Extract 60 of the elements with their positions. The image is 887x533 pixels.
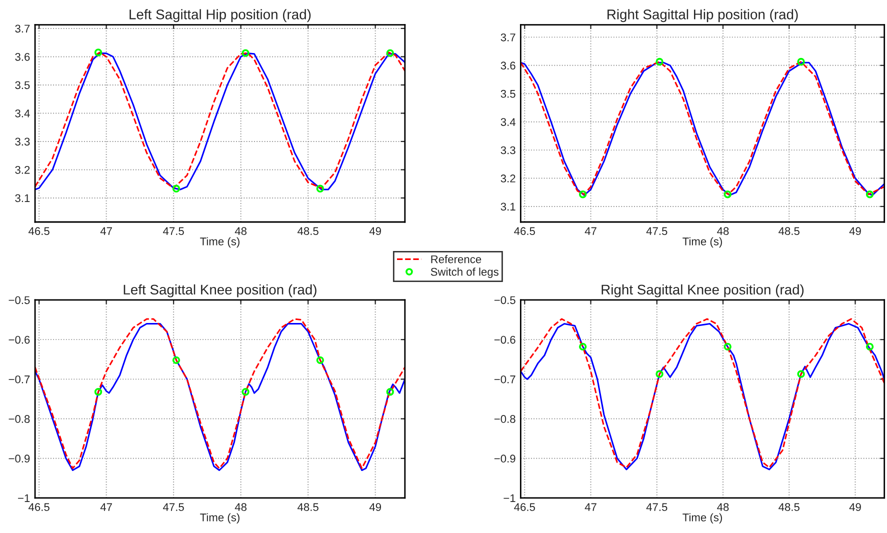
x-axis-title: Time (s) bbox=[682, 513, 722, 524]
x-tick-label: 47.5 bbox=[163, 503, 184, 512]
y-tick-label: −0.8 bbox=[494, 415, 516, 423]
x-tick-label: 47.5 bbox=[646, 227, 668, 236]
y-tick-label: −1 bbox=[504, 494, 516, 502]
x-axis-title: Time (s) bbox=[200, 513, 240, 524]
x-axis-title: Time (s) bbox=[682, 237, 722, 248]
y-tick-label: 3.3 bbox=[15, 138, 30, 146]
y-tick-label: −0.7 bbox=[494, 375, 516, 384]
x-tick-label: 47.5 bbox=[646, 503, 668, 512]
y-tick-label: 3.1 bbox=[15, 194, 30, 202]
y-tick-label: −0.6 bbox=[494, 336, 516, 344]
x-tick-label: 48.5 bbox=[778, 227, 800, 236]
x-tick-label: 47.5 bbox=[163, 227, 184, 236]
y-tick-label: −0.9 bbox=[8, 454, 30, 463]
chart-title: Left Sagittal Hip position (rad) bbox=[130, 9, 311, 22]
x-tick-label: 47 bbox=[100, 227, 112, 235]
legend-label: Switch of legs bbox=[430, 268, 498, 278]
y-tick-label: 3.4 bbox=[500, 118, 516, 126]
y-tick-label: −0.6 bbox=[8, 336, 30, 344]
y-tick-label: −0.8 bbox=[8, 415, 30, 423]
x-tick-label: 49 bbox=[849, 503, 861, 512]
x-tick-label: 49 bbox=[369, 227, 381, 236]
x-tick-label: 47 bbox=[100, 503, 112, 511]
y-tick-label: 3.6 bbox=[500, 62, 516, 70]
x-axis-title: Time (s) bbox=[200, 237, 240, 248]
y-tick-label: 3.2 bbox=[500, 174, 516, 182]
y-tick-label: −1 bbox=[18, 494, 30, 502]
x-tick-label: 48 bbox=[717, 227, 729, 236]
y-tick-label: −0.9 bbox=[494, 454, 516, 463]
x-tick-label: 48.5 bbox=[778, 503, 800, 512]
x-tick-label: 48.5 bbox=[298, 227, 318, 236]
x-tick-label: 49 bbox=[849, 227, 861, 236]
y-tick-label: 3.7 bbox=[15, 24, 30, 33]
y-tick-label: 3.4 bbox=[15, 109, 30, 118]
chart-title: Left Sagittal Knee position (rad) bbox=[124, 284, 316, 298]
y-tick-label: 3.5 bbox=[500, 90, 516, 98]
y-tick-label: 3.2 bbox=[15, 166, 30, 174]
y-tick-label: −0.5 bbox=[8, 296, 30, 304]
x-tick-label: 49 bbox=[369, 503, 381, 512]
y-tick-label: −0.7 bbox=[8, 375, 30, 384]
y-tick-label: 3.1 bbox=[500, 202, 516, 211]
x-tick-label: 47 bbox=[584, 227, 596, 235]
y-tick-label: 3.3 bbox=[500, 146, 516, 154]
y-tick-label: 3.5 bbox=[15, 81, 30, 90]
y-tick-label: 3.6 bbox=[15, 52, 30, 61]
x-tick-label: 46.5 bbox=[28, 503, 50, 512]
x-tick-label: 48.5 bbox=[298, 503, 318, 512]
x-tick-label: 46.5 bbox=[28, 227, 50, 236]
x-tick-label: 46.5 bbox=[514, 503, 535, 512]
y-tick-label: 3.7 bbox=[500, 33, 516, 42]
chart-title: Right Sagittal Hip position (rad) bbox=[608, 9, 798, 22]
legend-label: Reference bbox=[431, 255, 482, 264]
x-tick-label: 48 bbox=[717, 503, 729, 512]
x-tick-label: 46.5 bbox=[514, 227, 535, 236]
x-tick-label: 47 bbox=[584, 503, 596, 511]
chart-title: Right Sagittal Knee position (rad) bbox=[602, 284, 804, 298]
y-tick-label: −0.5 bbox=[494, 296, 516, 304]
x-tick-label: 48 bbox=[234, 227, 247, 236]
x-tick-label: 48 bbox=[234, 503, 247, 512]
